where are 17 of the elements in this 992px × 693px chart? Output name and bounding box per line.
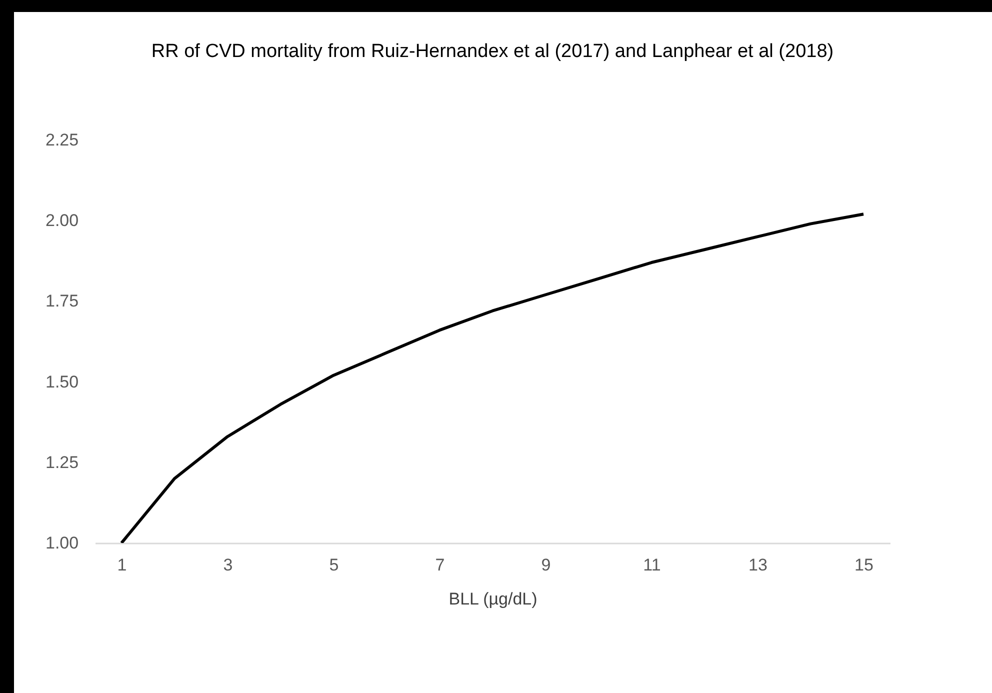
y-tick-label: 1.00 <box>46 534 79 552</box>
line-series <box>120 212 865 543</box>
x-tick-label: 7 <box>435 556 445 574</box>
chart-title: RR of CVD mortality from Ruiz-Hernandex et al (2017) and Lanphear et al (2018) <box>151 41 834 62</box>
y-tick-label: 2.00 <box>46 211 79 230</box>
x-tick-label: 11 <box>643 556 661 574</box>
x-tick-label: 13 <box>748 556 768 574</box>
y-tick-label: 1.50 <box>46 372 79 392</box>
y-tick-label: 1.75 <box>46 292 79 311</box>
y-tick-label: 2.25 <box>46 130 79 150</box>
x-tick-label: 3 <box>223 556 233 574</box>
y-tick-label: 1.25 <box>46 452 79 472</box>
x-tick-label: 9 <box>541 556 551 574</box>
x-tick-label: 1 <box>117 556 127 574</box>
x-tick-label: 5 <box>329 556 339 574</box>
x-tick-label: 15 <box>854 556 874 574</box>
x-axis-title: BLL (µg/dL) <box>448 590 538 608</box>
